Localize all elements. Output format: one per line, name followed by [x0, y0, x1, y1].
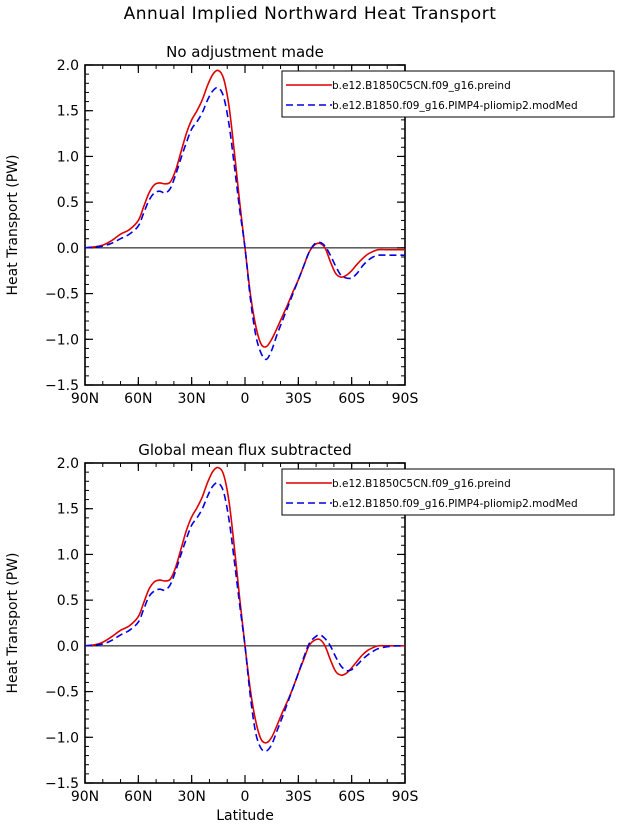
y-tick-label: 1.5 [57, 104, 79, 120]
x-tick-label: 60N [124, 391, 152, 407]
y-tick-label: −0.5 [45, 685, 79, 701]
x-tick-label: 90S [392, 789, 419, 805]
series-line-2 [84, 86, 405, 361]
y-tick-label: −1.5 [45, 378, 79, 394]
y-tick-label: 0.0 [57, 639, 79, 655]
x-tick-label: 0 [241, 391, 250, 407]
series-line-2 [84, 481, 406, 753]
x-tick-label: 60S [338, 391, 365, 407]
legend-label: b.e12.B1850.f09_g16.PIMP4-pliomip2.modMe… [332, 100, 578, 112]
legend-label: b.e12.B1850C5CN.f09_g16.preind [332, 478, 511, 490]
x-tick-label: 30S [285, 391, 312, 407]
y-tick-label: 2.0 [57, 456, 79, 472]
y-axis-label: Heat Transport (PW) [5, 552, 21, 693]
y-tick-label: 1.0 [57, 547, 79, 563]
y-tick-label: 2.0 [57, 58, 79, 74]
y-tick-label: −1.0 [45, 730, 79, 746]
x-axis-label: Latitude [216, 808, 274, 820]
legend-box [281, 468, 615, 516]
legend-label: b.e12.B1850.f09_g16.PIMP4-pliomip2.modMe… [332, 498, 578, 510]
series-line-1 [84, 69, 405, 348]
x-tick-label: 90S [392, 391, 419, 407]
x-tick-label: 60N [124, 789, 152, 805]
y-axis-label: Heat Transport (PW) [5, 154, 21, 295]
main-title: Annual Implied Northward Heat Transport [123, 4, 497, 24]
x-tick-label: 30S [285, 789, 312, 805]
y-tick-label: −1.5 [45, 776, 79, 792]
chart-global-mean-subtracted: Global mean flux subtracted 90N 60N 30N 0 30S… [5, 441, 615, 820]
x-tick-label: 30N [178, 391, 206, 407]
chart-title: Global mean flux subtracted [138, 441, 352, 459]
chart-title: No adjustment made [166, 43, 324, 61]
y-tick-label: 1.5 [57, 502, 79, 518]
y-tick-label: 0.5 [57, 195, 79, 211]
x-tick-label: 90N [71, 789, 99, 805]
y-tick-label: 0.0 [57, 241, 79, 257]
y-tick-label: −0.5 [45, 287, 79, 303]
legend-label: b.e12.B1850C5CN.f09_g16.preind [332, 80, 511, 92]
y-tick-label: 0.5 [57, 593, 79, 609]
x-tick-label: 90N [71, 391, 99, 407]
x-tick-label: 60S [338, 789, 365, 805]
x-tick-label: 0 [241, 789, 250, 805]
y-tick-label: 1.0 [57, 149, 79, 165]
y-tick-label: −1.0 [45, 332, 79, 348]
legend-box [281, 70, 615, 118]
chart-no-adjustment: No adjustment made 90N 60N 30N 0 30S 60S 90S −1.… [5, 43, 615, 407]
series-line-1 [84, 466, 405, 744]
x-tick-label: 30N [178, 789, 206, 805]
